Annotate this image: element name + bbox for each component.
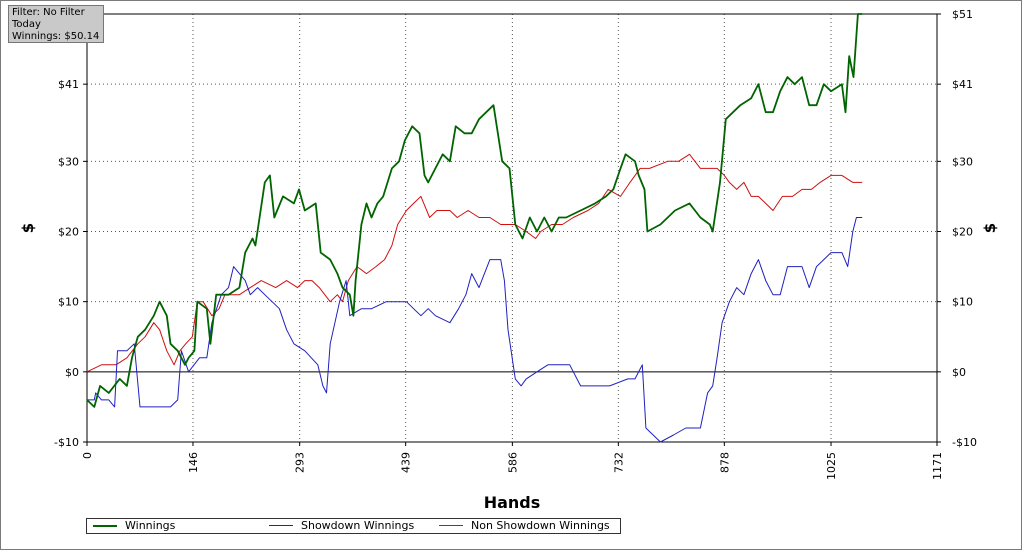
plot-border — [86, 13, 938, 443]
x-tick-label: 732 — [612, 452, 625, 473]
x-tick-label: 586 — [506, 452, 519, 473]
filter-winnings: Winnings: $50.14 — [12, 31, 100, 42]
y-tick-label-left: $30 — [58, 155, 79, 168]
y-axis-title-left: $ — [19, 223, 37, 233]
legend-label-winnings: Winnings — [125, 519, 176, 532]
legend-swatch-winnings — [93, 525, 117, 527]
chart-legend: Winnings Showdown Winnings Non Showdown … — [86, 518, 621, 534]
y-tick-label-left: $41 — [58, 78, 79, 91]
filter-info-box: Filter: No Filter Today Winnings: $50.14 — [8, 5, 104, 43]
x-tick-label: 439 — [400, 452, 413, 473]
y-tick-label-right: $41 — [952, 78, 973, 91]
series-line-winnings — [86, 13, 863, 408]
y-tick-label-left: -$10 — [54, 436, 79, 449]
x-tick-label: 293 — [294, 452, 307, 473]
y-tick-label-right: $51 — [952, 8, 973, 21]
legend-swatch-non-showdown — [439, 525, 463, 526]
series-line-showdown-winnings — [87, 217, 863, 443]
y-tick-label-right: $0 — [952, 366, 966, 379]
y-tick-label-left: $10 — [58, 296, 79, 309]
y-tick-label-left: $20 — [58, 226, 79, 239]
y-tick-label-left: $0 — [65, 366, 79, 379]
x-axis-title: Hands — [484, 493, 541, 512]
x-tick-label: 878 — [718, 452, 731, 473]
legend-item-winnings: Winnings — [93, 519, 263, 533]
filter-period: Today — [12, 19, 41, 30]
y-tick-label-right: $20 — [952, 226, 973, 239]
x-tick-label: 146 — [187, 452, 200, 473]
legend-item-non-showdown: Non Showdown Winnings — [439, 519, 619, 533]
y-axis-title-right: $ — [981, 223, 999, 233]
filter-label: Filter: No Filter — [12, 7, 85, 18]
y-tick-label-right: $30 — [952, 155, 973, 168]
x-tick-label: 1171 — [931, 452, 944, 480]
y-tick-label-right: -$10 — [952, 436, 977, 449]
legend-item-showdown: Showdown Winnings — [269, 519, 439, 533]
legend-label-non-showdown: Non Showdown Winnings — [471, 519, 610, 532]
x-tick-label: 0 — [81, 452, 94, 459]
legend-label-showdown: Showdown Winnings — [301, 519, 415, 532]
legend-swatch-showdown — [269, 525, 293, 526]
x-tick-label: 1025 — [825, 452, 838, 480]
series-line-non-showdown-winnings — [86, 153, 863, 373]
y-tick-label-right: $10 — [952, 296, 973, 309]
